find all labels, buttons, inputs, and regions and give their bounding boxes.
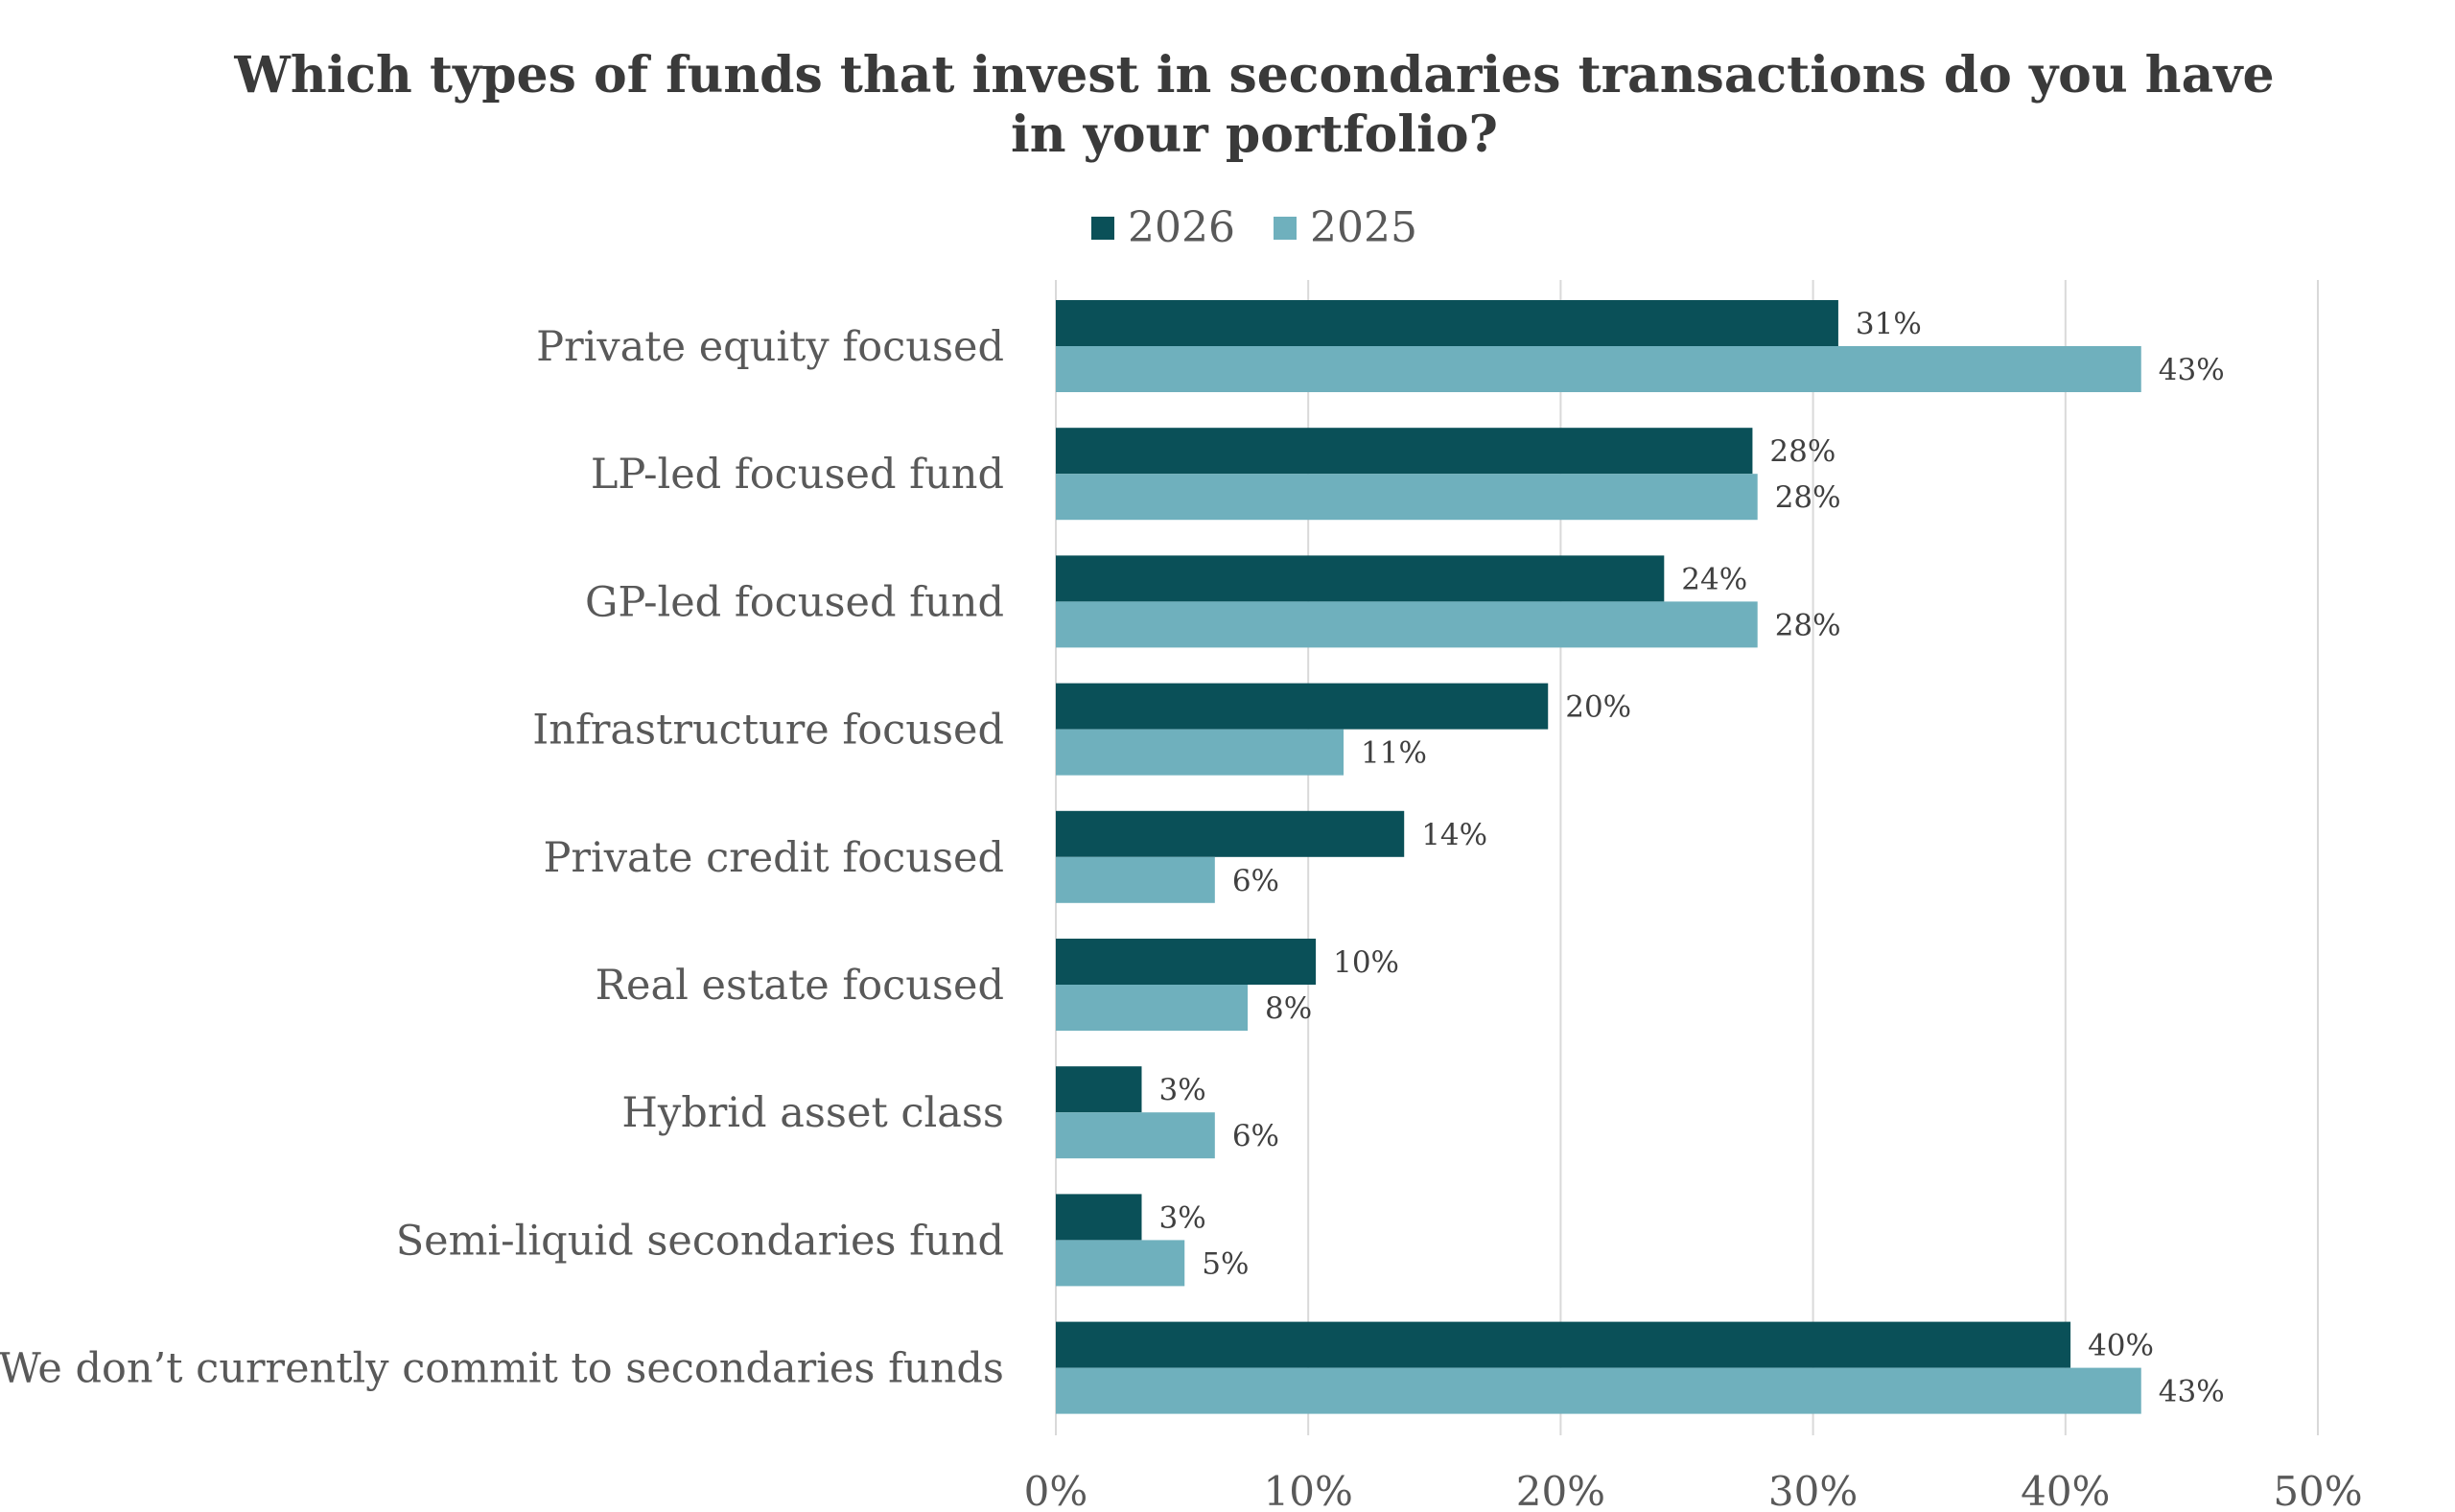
legend-item-2025: 2025: [1274, 203, 1417, 252]
data-label-2025: 28%: [1775, 608, 1841, 642]
x-tick-label: 30%: [1768, 1468, 1858, 1512]
data-label-2025: 6%: [1232, 1119, 1279, 1153]
legend: 2026 2025: [0, 203, 2455, 252]
bar-2025: [1056, 1240, 1185, 1287]
bar-2025: [1056, 1367, 2141, 1414]
legend-swatch-2025: [1274, 216, 1297, 240]
bar-2025: [1056, 729, 1344, 776]
data-label-2025: 43%: [2159, 353, 2225, 387]
data-label-2026: 3%: [1158, 1200, 1205, 1235]
category-label: Private credit focused: [544, 834, 1005, 882]
bar-2026: [1056, 1194, 1142, 1241]
bar-2025: [1056, 856, 1215, 903]
bar-2026: [1056, 683, 1549, 730]
title-line-2: in your portfolio?: [1010, 105, 1499, 164]
category-label: We don’t currently commit to secondaries…: [0, 1345, 1004, 1393]
x-tick-label: 0%: [1024, 1468, 1088, 1512]
bar-2025: [1056, 1112, 1215, 1159]
data-label-2026: 3%: [1158, 1073, 1205, 1107]
chart-title: Which types of funds that invest in seco…: [0, 46, 2455, 165]
bar-2026: [1056, 428, 1753, 475]
category-label: Infrastructure focused: [532, 707, 1004, 755]
x-tick-label: 40%: [2021, 1468, 2110, 1512]
data-label-2026: 40%: [2088, 1329, 2154, 1363]
data-label-2025: 11%: [1361, 736, 1427, 771]
title-line-1: Which types of funds that invest in seco…: [234, 46, 2275, 105]
data-label-2025: 28%: [1775, 480, 1841, 515]
x-tick-label: 20%: [1516, 1468, 1605, 1512]
x-tick-label: 50%: [2273, 1468, 2362, 1512]
data-label-2025: 8%: [1265, 991, 1312, 1026]
category-label: GP-led focused fund: [585, 578, 1004, 626]
bar-2025: [1056, 346, 2141, 392]
bar-2025: [1056, 474, 1758, 521]
bar-2026: [1056, 1066, 1142, 1113]
data-label-2026: 28%: [1769, 434, 1835, 469]
data-label-2025: 43%: [2159, 1375, 2225, 1409]
data-label-2025: 6%: [1232, 864, 1279, 898]
x-tick-label: 10%: [1264, 1468, 1353, 1512]
bar-2026: [1056, 1321, 2071, 1368]
category-label: Semi-liquid secondaries fund: [396, 1217, 1004, 1265]
data-label-2026: 24%: [1681, 562, 1747, 596]
data-label-2026: 31%: [1856, 307, 1922, 341]
bar-2026: [1056, 300, 1838, 346]
legend-item-2026: 2026: [1091, 203, 1235, 252]
data-label-2026: 14%: [1421, 818, 1487, 852]
data-label-2026: 10%: [1333, 945, 1399, 980]
legend-swatch-2026: [1091, 216, 1115, 240]
category-label: Private equity focused: [536, 323, 1004, 371]
data-label-2025: 5%: [1202, 1246, 1249, 1281]
bar-2026: [1056, 555, 1665, 602]
bar-2025: [1056, 601, 1758, 648]
category-label: Hybrid asset class: [621, 1089, 1004, 1137]
legend-label-2025: 2025: [1310, 203, 1417, 252]
category-label: LP-led focused fund: [591, 451, 1004, 499]
bar-2025: [1056, 985, 1249, 1031]
bar-2026: [1056, 939, 1317, 985]
data-label-2026: 20%: [1565, 690, 1631, 725]
category-label: Real estate focused: [596, 962, 1004, 1010]
legend-label-2026: 2026: [1128, 203, 1235, 252]
bar-2026: [1056, 810, 1405, 857]
